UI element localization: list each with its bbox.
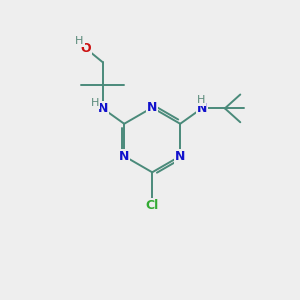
Text: H: H (197, 95, 205, 105)
Text: N: N (119, 150, 129, 163)
Text: N: N (98, 102, 108, 115)
Text: N: N (196, 102, 207, 115)
Text: Cl: Cl (146, 199, 159, 212)
Text: H: H (91, 98, 99, 108)
Text: O: O (80, 42, 91, 55)
Text: N: N (175, 150, 185, 163)
Text: H: H (75, 36, 84, 46)
Text: N: N (147, 101, 158, 114)
